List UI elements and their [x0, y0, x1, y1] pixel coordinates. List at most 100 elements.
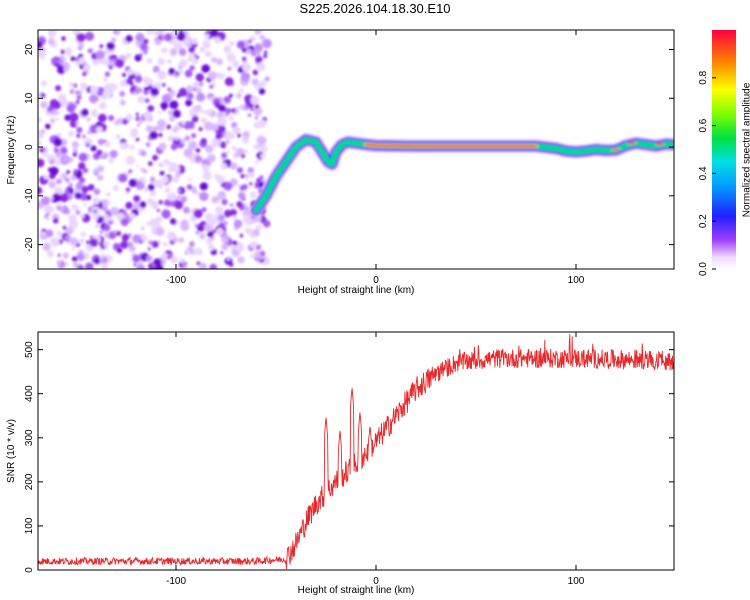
noise-blob [75, 210, 81, 215]
noise-blob [254, 251, 262, 259]
noise-blob [143, 187, 149, 193]
noise-blob [196, 92, 206, 102]
noise-blob [53, 137, 63, 147]
figure-title: S225.2026.104.18.30.E10 [299, 1, 451, 16]
noise-blob [92, 197, 100, 205]
noise-blob [138, 119, 143, 124]
noise-blob [161, 209, 171, 219]
noise-blob [146, 221, 151, 226]
noise-blob [140, 150, 147, 157]
noise-blob [185, 99, 193, 107]
noise-blob [104, 83, 113, 92]
noise-blob [209, 84, 214, 89]
noise-blob [202, 171, 212, 181]
noise-blob [180, 138, 186, 144]
noise-blob [264, 76, 270, 82]
noise-blob [73, 83, 78, 88]
noise-blob [258, 144, 268, 154]
noise-blob [104, 246, 108, 250]
noise-blob [135, 116, 141, 122]
noise-blob [99, 102, 107, 110]
noise-blob [69, 112, 79, 123]
noise-blob [71, 204, 79, 211]
noise-blob [38, 49, 46, 59]
noise-blob [89, 94, 99, 104]
noise-blob [116, 247, 123, 254]
noise-blob [106, 192, 110, 196]
noise-blob [47, 105, 54, 113]
noise-blob [216, 175, 225, 184]
noise-blob [127, 68, 134, 76]
noise-blob [153, 30, 159, 37]
noise-blob [253, 144, 259, 150]
noise-blob [143, 38, 149, 44]
noise-blob [263, 50, 268, 55]
noise-blob [91, 110, 99, 118]
noise-blob [167, 59, 172, 64]
noise-blob [169, 100, 179, 110]
noise-blob [220, 163, 228, 170]
noise-blob [62, 226, 67, 230]
noise-blob [49, 99, 59, 109]
noise-blob [155, 227, 165, 236]
noise-blob [198, 106, 203, 110]
spectrogram-x-tick-label: 0 [373, 275, 379, 286]
noise-blob [237, 256, 245, 264]
colorbar-tick-label: 0.8 [698, 70, 709, 84]
noise-blob [204, 33, 210, 39]
noise-blob [193, 209, 203, 219]
noise-blob [218, 214, 225, 222]
noise-blob [240, 153, 246, 159]
noise-blob [122, 119, 128, 125]
noise-blob [188, 46, 195, 53]
noise-blob [161, 36, 165, 41]
noise-blob [199, 191, 209, 202]
noise-blob [217, 190, 227, 200]
snr-x-tick-label: -100 [166, 576, 186, 587]
noise-blob [147, 183, 155, 191]
noise-blob [56, 259, 62, 265]
noise-blob [193, 53, 198, 58]
noise-blob [129, 144, 135, 150]
noise-blob [221, 73, 225, 77]
noise-blob [70, 56, 76, 62]
noise-blob [227, 257, 230, 261]
noise-blob [240, 174, 245, 179]
noise-blob [161, 83, 166, 87]
noise-blob [157, 162, 162, 167]
noise-blob [144, 98, 150, 104]
noise-blob [154, 39, 162, 46]
noise-blob [206, 238, 213, 245]
noise-blob [186, 184, 193, 190]
noise-blob [119, 142, 128, 150]
noise-blob [209, 263, 218, 269]
noise-blob [191, 57, 199, 65]
noise-blob [92, 58, 100, 66]
noise-blob [82, 71, 87, 77]
snr-y-tick-label: 0 [24, 567, 35, 573]
snr-y-tick-label: 400 [24, 385, 35, 402]
noise-blob [119, 91, 126, 97]
noise-blob [224, 107, 232, 114]
noise-blob [138, 53, 143, 58]
noise-blob [175, 171, 182, 178]
noise-blob [231, 108, 236, 113]
noise-blob [40, 101, 48, 109]
colorbar-tick-label: 0.0 [698, 262, 709, 276]
noise-blob [69, 89, 75, 94]
noise-blob [45, 216, 50, 221]
noise-blob [65, 234, 71, 241]
noise-blob [189, 52, 194, 58]
noise-blob [191, 38, 198, 45]
noise-blob [143, 50, 148, 55]
noise-blob [108, 157, 114, 164]
noise-blob [238, 192, 246, 200]
noise-blob [81, 134, 86, 139]
noise-blob [68, 130, 75, 137]
noise-blob [95, 224, 99, 228]
noise-blob [206, 108, 214, 117]
noise-blob [171, 128, 175, 132]
noise-blob [55, 85, 62, 92]
snr-y-tick-label: 500 [24, 341, 35, 358]
noise-blob [72, 262, 79, 269]
